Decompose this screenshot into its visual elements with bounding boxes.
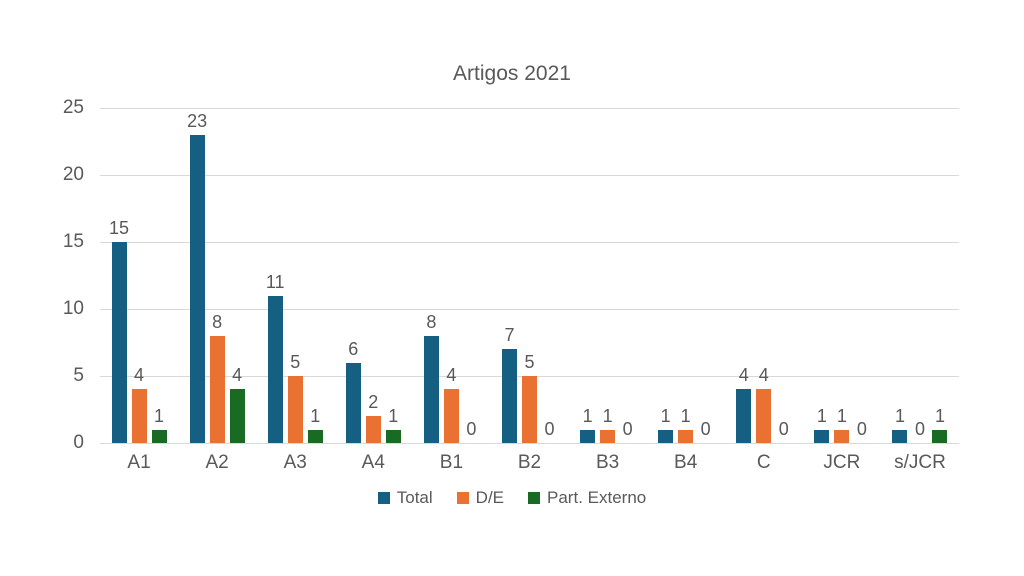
bar-value-label-total-a4: 6 [348,338,359,359]
x-category-label-b3: B3 [595,452,620,473]
bar-d-e-jcr [834,429,850,443]
bar-d-e-a3 [287,376,303,443]
bar-value-label-part-externo-a3: 1 [310,405,321,426]
bar-value-label-part-externo-a4: 1 [388,405,399,426]
legend-swatch-total [377,492,390,504]
bar-total-a3 [267,295,283,443]
bar-value-label-d-e-b1: 4 [446,365,457,386]
x-category-label-b1: B1 [439,452,464,473]
x-category-label-c: C [756,452,771,473]
bar-value-label-total-c: 4 [738,365,749,386]
x-category-label-s-jcr: s/JCR [894,452,946,473]
legend-label-total: Total [396,488,433,507]
bar-total-b3 [580,429,596,443]
y-tick-label-5: 5 [73,365,84,386]
bar-total-b2 [502,349,517,443]
bar-value-label-part-externo-c: 0 [778,419,789,439]
bar-part-externo-a3 [307,429,323,443]
bar-d-e-a2 [209,335,225,443]
legend: Total D/E Part. Externo [0,488,1024,508]
legend-item-d-e: D/E [456,488,505,508]
bar-value-label-d-e-b4: 1 [680,405,691,426]
gridline-20 [100,175,959,176]
bar-value-label-part-externo-jcr: 0 [856,419,867,439]
chart-title: Artigos 2021 [453,62,571,85]
bar-total-jcr [814,429,830,443]
bar-value-label-total-b3: 1 [582,405,593,426]
x-category-label-a2: A2 [205,452,229,473]
bar-value-label-part-externo-b2: 0 [544,419,555,439]
x-category-label-a1: A1 [127,452,151,473]
bar-value-label-d-e-a1: 4 [134,365,145,386]
y-tick-label-0: 0 [73,432,84,453]
bar-value-label-d-e-a4: 2 [368,392,379,413]
legend-swatch-part-externo [528,492,541,504]
x-category-label-a4: A4 [361,452,385,473]
bar-d-e-c [756,389,772,443]
bar-value-label-total-b2: 7 [504,325,515,346]
bar-value-label-part-externo-a2: 4 [232,365,243,386]
gridline-25 [100,108,959,109]
bar-value-label-part-externo-b4: 0 [700,419,711,439]
bar-value-label-total-b4: 1 [660,405,671,426]
bar-value-label-total-s-jcr: 1 [894,405,905,426]
legend-label-part-externo: Part. Externo [547,488,647,507]
bar-part-externo-a4 [385,429,401,443]
bar-total-c [736,389,752,443]
bar-part-externo-s-jcr [932,429,948,443]
bar-value-label-d-e-a3: 5 [290,352,301,372]
bar-value-label-part-externo-b3: 0 [622,419,633,439]
bar-d-e-b2 [522,376,537,443]
x-category-label-a3: A3 [283,452,307,473]
legend-swatch-d-e [456,492,469,504]
bar-value-label-total-jcr: 1 [816,405,827,426]
bar-total-b1 [423,335,439,443]
y-tick-label-25: 25 [62,97,84,118]
x-category-label-b4: B4 [674,452,698,473]
bar-total-s-jcr [892,429,908,443]
bar-value-label-total-a3: 11 [265,271,285,292]
y-tick-label-20: 20 [62,164,84,185]
x-category-label-b2: B2 [517,452,542,473]
bar-d-e-a1 [131,389,147,443]
bar-value-label-part-externo-s-jcr: 1 [934,405,945,426]
gridline-10 [100,309,959,310]
bar-value-label-total-a2: 23 [187,110,208,131]
legend-item-total: Total [377,488,433,508]
bar-part-externo-a1 [151,429,167,443]
bar-d-e-b4 [678,429,694,443]
legend-label-d-e: D/E [475,488,505,507]
bar-value-label-part-externo-b1: 0 [466,419,477,439]
bar-d-e-b3 [600,429,616,443]
bar-d-e-a4 [365,416,381,443]
bar-value-label-d-e-c: 4 [758,365,769,386]
bar-total-b4 [658,429,674,443]
bar-value-label-d-e-b2: 5 [524,352,535,372]
bar-value-label-total-b1: 8 [426,311,437,332]
bar-total-a2 [189,134,205,443]
bar-value-label-d-e-jcr: 1 [836,405,847,426]
y-tick-label-10: 10 [62,298,84,319]
bar-value-label-part-externo-a1: 1 [154,405,165,426]
plot-area: 15 4 1 23 8 4 11 5 1 6 2 1 8 4 0 7 5 0 1 1 0 1 1 0 4 4 0 1 1 0 1 0 1 [100,108,959,444]
bar-total-a1 [111,242,127,443]
bar-value-label-d-e-s-jcr: 0 [914,419,925,439]
y-tick-label-15: 15 [62,231,84,252]
bar-value-label-d-e-b3: 1 [602,405,613,426]
bar-part-externo-a2 [229,389,245,443]
bar-value-label-d-e-a2: 8 [212,311,223,332]
gridline-15 [100,242,959,243]
legend-item-part-externo: Part. Externo [528,488,646,508]
bar-value-label-total-a1: 15 [109,218,130,238]
gridline-0 [100,443,959,444]
x-category-label-jcr: JCR [823,452,861,473]
bar-total-a4 [345,362,361,443]
bar-d-e-b1 [443,389,459,443]
